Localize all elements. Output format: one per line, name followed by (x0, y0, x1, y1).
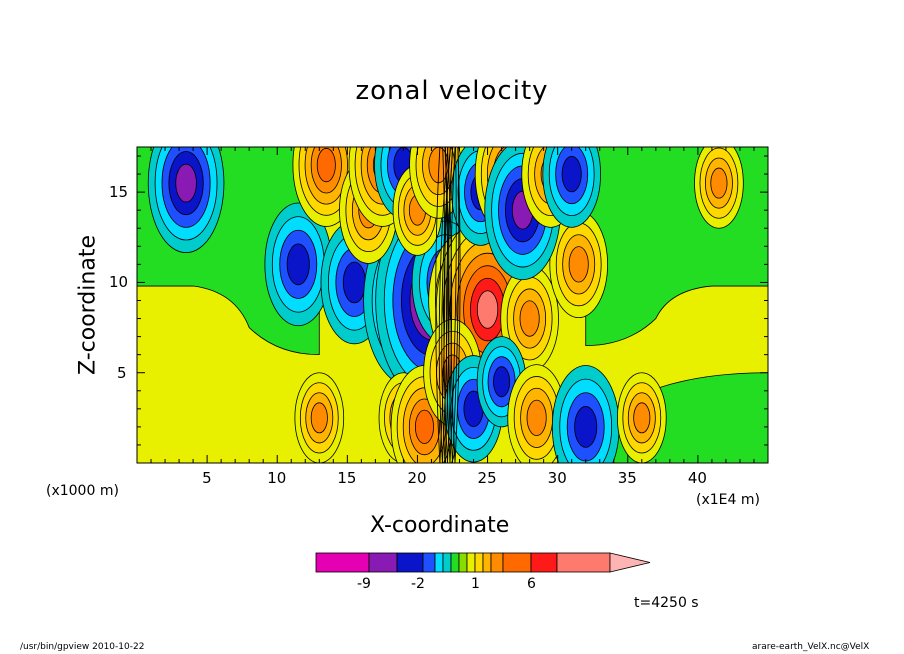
colorbar-tick-label: -2 (411, 576, 425, 592)
contour-cell-28-3 (526, 399, 547, 437)
contour-cell-27-3 (493, 366, 511, 398)
colorbar-swatch-8 (466, 552, 476, 573)
contour-line-center-12 (447, 147, 453, 463)
x-tick-label: 30 (547, 469, 567, 487)
footer-program-date: /usr/bin/gpview 2010-10-22 (20, 642, 145, 652)
colorbar-swatch-4 (434, 552, 444, 573)
contour-line-center-13 (454, 147, 461, 463)
contour-line-center-8 (438, 147, 449, 463)
y-tick-label: 15 (109, 183, 129, 202)
contour-line-center-7 (439, 147, 446, 463)
axis-ticks (137, 147, 768, 463)
contour-cell-9-3 (568, 246, 589, 283)
contour-cell-0-4 (175, 163, 197, 203)
contour-cell-22-3 (310, 402, 328, 434)
contour-line-center-10 (443, 147, 451, 463)
x-tick-label: 15 (337, 469, 357, 487)
colorbar-swatch-7 (458, 552, 468, 573)
x-unit-label: (x1E4 m) (696, 492, 760, 508)
contour-line-center-11 (449, 147, 457, 463)
contour-cell-24-4 (414, 409, 434, 445)
x-tick-label: 5 (202, 469, 212, 487)
contour-cell-10-3 (710, 167, 728, 199)
colorbar-swatch-9 (474, 552, 484, 573)
colorbar-tick-label: 1 (471, 576, 480, 592)
colorbar-swatch-5 (442, 552, 452, 573)
colorbar-swatch-3 (422, 552, 436, 573)
y-tick-label: 10 (109, 273, 129, 292)
plot-frame (136, 146, 769, 464)
contour-cell-11-4 (316, 147, 336, 183)
x-tick-label: 25 (477, 469, 497, 487)
colorbar-tick-label: 6 (527, 576, 536, 592)
colorbar-swatch-10 (482, 552, 492, 573)
contour-cell-29-3 (574, 406, 598, 448)
contour-cell-2-3 (342, 261, 366, 304)
colorbar-tick-label: -9 (357, 576, 371, 592)
colorbar-extend-arrow (609, 552, 651, 573)
contour-cell-8-3 (519, 300, 540, 337)
colorbar-swatch-12 (502, 552, 532, 573)
chart-title: zonal velocity (355, 76, 549, 106)
contour-line-center-0 (435, 147, 441, 463)
y-unit-label: (x1000 m) (46, 483, 119, 499)
contour-cell-21-3 (561, 155, 582, 193)
colorbar-swatch-13 (530, 552, 558, 573)
contour-line-center-3 (447, 147, 453, 463)
x-tick-label: 20 (407, 469, 427, 487)
colorbar (315, 552, 651, 573)
colorbar-swatch-2 (396, 552, 424, 573)
time-label: t=4250 s (634, 595, 699, 611)
x-tick-label: 35 (617, 469, 637, 487)
colorbar-swatch-6 (450, 552, 460, 573)
x-tick-label: 40 (687, 469, 707, 487)
colorbar-swatch-11 (490, 552, 504, 573)
colorbar-swatch-1 (368, 552, 398, 573)
contour-cell-30-3 (633, 402, 651, 434)
x-axis-label: X-coordinate (370, 513, 510, 538)
y-axis-label: Z-coordinate (75, 235, 101, 375)
contour-field (137, 147, 768, 463)
colorbar-swatch-0 (315, 552, 370, 573)
contour-line-center-6 (450, 147, 456, 463)
contour-cell-7-6 (476, 290, 499, 329)
x-tick-label: 10 (267, 469, 287, 487)
colorbar-swatch-14 (556, 552, 611, 573)
contour-line-center-9 (444, 147, 450, 463)
y-tick-label: 5 (117, 363, 127, 382)
contour-cell-1-3 (286, 243, 310, 286)
footer-variable: arare-earth_VelX.nc@VelX (752, 642, 870, 652)
